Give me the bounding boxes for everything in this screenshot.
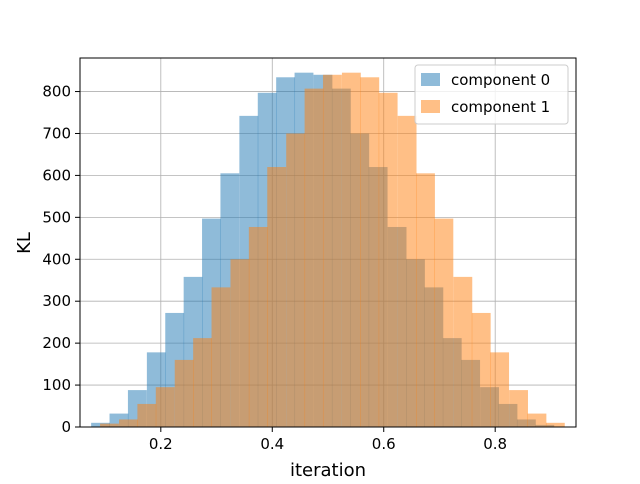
histogram-bar — [490, 352, 510, 427]
histogram-bar — [471, 312, 491, 427]
x-tick-label: 0.8 — [483, 435, 507, 453]
histogram-bar — [304, 88, 324, 427]
histogram-bar — [360, 77, 380, 427]
histogram-bar — [545, 422, 565, 427]
histogram-bar — [119, 419, 138, 427]
x-tick-label: 0.6 — [372, 435, 396, 453]
legend-box — [414, 64, 569, 125]
legend-swatch-component-0 — [421, 73, 440, 86]
y-tick-label: 600 — [42, 166, 71, 184]
histogram-bar — [100, 423, 119, 427]
histogram-bar — [509, 390, 528, 427]
histogram-bar — [267, 167, 287, 428]
histogram-bar — [322, 74, 342, 427]
y-tick-label: 500 — [42, 208, 71, 226]
histogram-bar — [378, 92, 398, 427]
y-tick-label: 0 — [61, 418, 71, 436]
histogram-bar — [137, 403, 157, 427]
y-axis-label: KL — [14, 232, 35, 254]
histogram-bar — [416, 173, 435, 427]
y-tick-label: 800 — [42, 83, 71, 101]
histogram-bar — [193, 338, 212, 427]
legend-label-component-0: component 0 — [451, 71, 550, 89]
histogram-bar — [174, 359, 194, 427]
y-tick-label: 700 — [42, 124, 71, 142]
histogram-bar — [248, 226, 268, 427]
ticks-layer: 0.2 0.4 0.6 0.8 0 100 200 300 400 500 600 700 800 — [42, 83, 507, 453]
x-tick-label: 0.2 — [149, 435, 173, 453]
histogram-bar — [397, 115, 417, 427]
legend-swatch-component-1 — [421, 100, 440, 113]
histogram-bar — [211, 287, 231, 427]
y-tick-label: 300 — [42, 292, 71, 310]
y-tick-label: 400 — [42, 250, 71, 268]
histogram-bar — [453, 276, 473, 427]
legend-label-component-1: component 1 — [451, 98, 550, 116]
legend: component 0 component 1 — [414, 64, 569, 125]
plot-frame — [79, 57, 577, 428]
histogram-bar — [527, 413, 547, 427]
histogram-bar — [341, 72, 361, 427]
y-tick-label: 200 — [42, 334, 71, 352]
histogram-bar — [230, 259, 250, 427]
y-tick-label: 100 — [42, 376, 71, 394]
histogram-bar — [286, 133, 306, 427]
histogram-bar — [155, 387, 175, 427]
x-axis-label: iteration — [290, 460, 366, 480]
histogram-bar — [434, 218, 454, 427]
bars-layer — [91, 72, 565, 428]
series-component-1 — [100, 72, 565, 428]
x-tick-label: 0.4 — [260, 435, 284, 453]
